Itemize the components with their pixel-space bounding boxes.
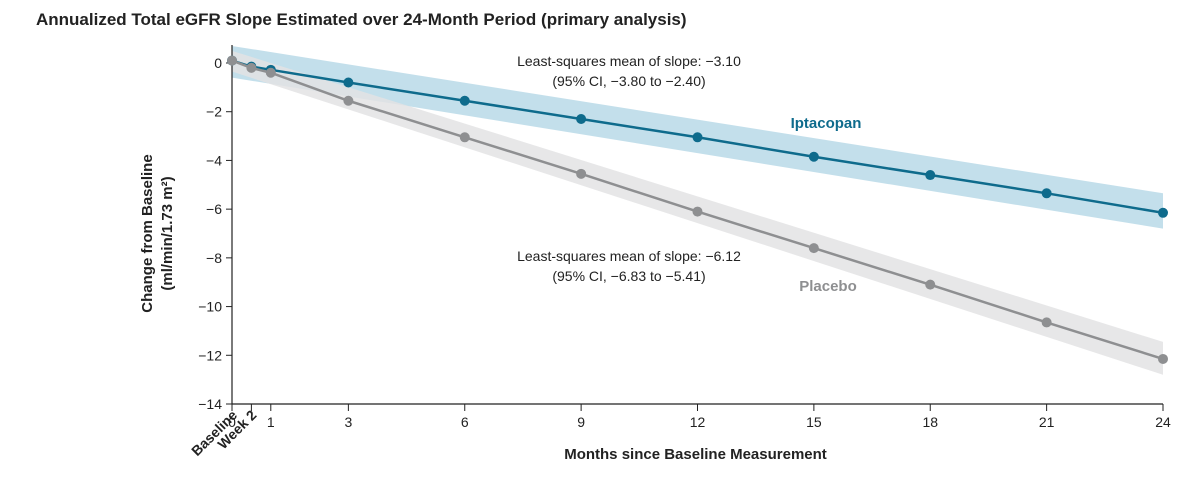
data-point-iptacopan <box>459 95 470 106</box>
x-tick-label: 0 <box>228 414 236 430</box>
data-point-iptacopan <box>692 132 703 143</box>
data-point-placebo <box>925 279 936 290</box>
x-tick-label: 24 <box>1155 414 1171 430</box>
annotation-placebo-slope: Least-squares mean of slope: −6.12 <box>517 248 741 264</box>
y-tick-label: −10 <box>198 299 222 315</box>
data-point-placebo <box>1158 353 1168 364</box>
chart-title: Annualized Total eGFR Slope Estimated ov… <box>36 10 687 29</box>
data-point-placebo <box>227 55 237 66</box>
data-point-placebo <box>1041 317 1052 328</box>
data-point-placebo <box>246 62 257 73</box>
data-point-iptacopan <box>576 114 587 125</box>
y-tick-label: −12 <box>198 347 222 363</box>
x-tick-label: 6 <box>461 414 469 430</box>
data-point-placebo <box>459 132 470 143</box>
data-point-placebo <box>808 243 819 254</box>
y-tick-label: 0 <box>214 55 222 71</box>
y-tick-label: −2 <box>206 104 222 120</box>
annotation-iptacopan-ci: (95% CI, −3.80 to −2.40) <box>552 73 705 89</box>
data-point-iptacopan <box>808 151 819 162</box>
y-tick-label: −8 <box>206 250 222 266</box>
x-tick-label: 15 <box>806 414 822 430</box>
data-point-placebo <box>692 206 703 217</box>
series-label-placebo: Placebo <box>799 278 857 295</box>
y-tick-label: −4 <box>206 152 222 168</box>
annotation-iptacopan-slope: Least-squares mean of slope: −3.10 <box>517 53 741 69</box>
y-tick-label: −6 <box>206 201 222 217</box>
data-point-placebo <box>576 168 587 179</box>
x-tick-label: 3 <box>344 414 352 430</box>
data-point-iptacopan <box>1158 207 1168 218</box>
x-axis-title: Months since Baseline Measurement <box>564 446 827 463</box>
y-tick-label: −14 <box>198 396 222 412</box>
data-point-placebo <box>265 67 276 78</box>
x-tick-label: 1 <box>267 414 275 430</box>
data-point-placebo <box>343 95 354 106</box>
x-tick-label: 12 <box>690 414 706 430</box>
series-label-iptacopan: Iptacopan <box>791 115 862 132</box>
x-tick-label: 18 <box>922 414 938 430</box>
data-point-iptacopan <box>1041 188 1052 199</box>
y-axis-title: Change from Baseline <box>139 154 156 312</box>
data-point-iptacopan <box>925 170 936 181</box>
data-point-iptacopan <box>343 77 354 88</box>
annotation-placebo-ci: (95% CI, −6.83 to −5.41) <box>552 268 705 284</box>
y-axis-unit: (ml/min/1.73 m²) <box>159 176 176 290</box>
x-tick-label: 21 <box>1039 414 1055 430</box>
x-tick-label: 9 <box>577 414 585 430</box>
